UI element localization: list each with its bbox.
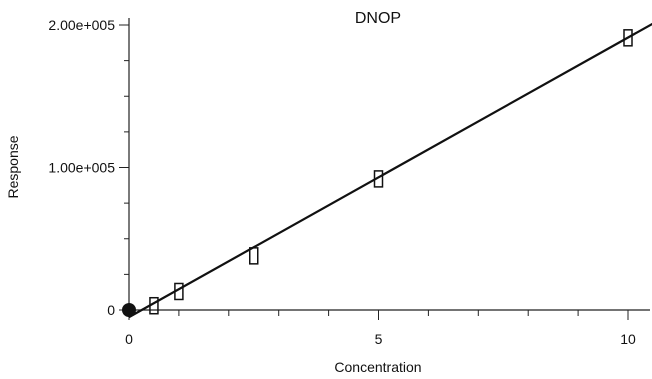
data-point-origin <box>122 303 136 317</box>
x-tick-label: 0 <box>125 331 133 347</box>
y-axis-title: Response <box>5 135 21 198</box>
y-tick-label: 1.00e+005 <box>48 160 115 176</box>
calibration-fit-line <box>128 22 652 319</box>
fit-line-group <box>128 22 652 319</box>
x-axis-ticks: 0 5 10 <box>125 310 636 347</box>
x-tick-label: 5 <box>375 331 383 347</box>
x-tick-label: 10 <box>620 331 636 347</box>
data-point <box>174 282 184 301</box>
data-points <box>122 29 633 317</box>
data-point <box>249 247 259 265</box>
data-point <box>373 170 384 188</box>
chart-title: DNOP <box>355 10 401 27</box>
y-tick-label: 0 <box>107 302 115 318</box>
y-tick-label: 2.00e+005 <box>48 17 115 33</box>
x-axis-title: Concentration <box>334 359 421 375</box>
data-point <box>149 296 159 315</box>
y-axis-ticks: 0 1.00e+005 2.00e+005 <box>48 17 129 318</box>
axes <box>128 18 650 311</box>
data-point <box>623 29 633 47</box>
